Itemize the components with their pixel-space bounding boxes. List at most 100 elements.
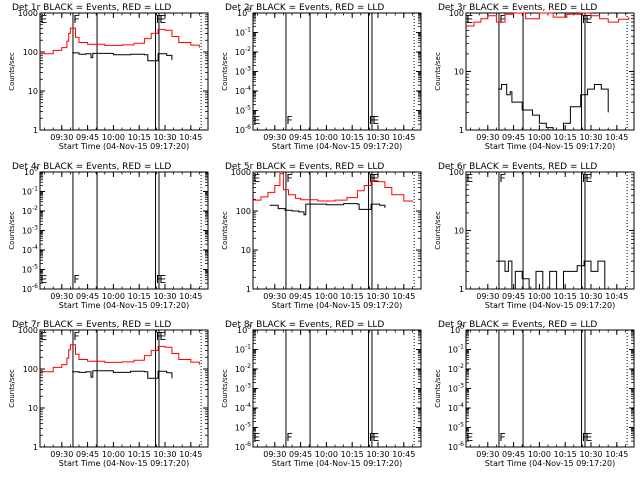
y-tick-label: 10-3 bbox=[235, 66, 251, 77]
interval-marker: E bbox=[372, 172, 379, 185]
interval-marker: E bbox=[585, 172, 592, 185]
y-tick-label: 10 bbox=[454, 227, 464, 236]
interval-marker: F bbox=[156, 273, 162, 286]
x-tick-label: 10:00 bbox=[315, 450, 338, 459]
x-tick-label: 10:30 bbox=[579, 133, 602, 142]
x-tick-label: 09:30 bbox=[476, 292, 499, 301]
x-tick-label: 10:00 bbox=[102, 292, 125, 301]
chart-panel: Det 6r BLACK = Events, RED = LLD 1 10 100 09… bbox=[434, 162, 635, 310]
interval-marker: F bbox=[286, 172, 292, 185]
y-axis-label: Counts/sec bbox=[221, 369, 229, 408]
y-tick-label: 10-1 bbox=[235, 27, 251, 38]
interval-marker: F bbox=[286, 431, 292, 444]
x-axis-label: Start Time (04-Nov-15 09:17:20) bbox=[59, 301, 189, 310]
x-tick-label: 09:45 bbox=[289, 450, 312, 459]
x-tick-label: 09:45 bbox=[502, 450, 525, 459]
y-tick-label: 100 bbox=[236, 207, 251, 216]
y-tick-label: 1000 bbox=[18, 326, 38, 335]
y-tick-label: 100 bbox=[24, 166, 38, 177]
chart-panel: Det 7r BLACK = Events, RED = LLD 1 10 100 10… bbox=[8, 320, 209, 468]
chart-title: Det 1r BLACK = Events, RED = LLD bbox=[12, 3, 171, 13]
y-tick-label: 10-6 bbox=[235, 441, 251, 452]
y-axis-label: Counts/sec bbox=[221, 52, 229, 91]
x-tick-label: 10:45 bbox=[605, 133, 628, 142]
y-tick-label: 100 bbox=[449, 9, 464, 18]
y-axis-label: Counts/sec bbox=[221, 211, 229, 250]
y-tick-label: 100 bbox=[23, 48, 38, 57]
y-tick-label: 10-1 bbox=[235, 344, 251, 355]
x-tick-label: 09:45 bbox=[502, 133, 525, 142]
y-tick-label: 10 bbox=[454, 68, 464, 77]
y-tick-label: 10-2 bbox=[235, 46, 251, 57]
y-axis-label: Counts/sec bbox=[434, 369, 442, 408]
interval-marker: E bbox=[253, 172, 260, 185]
y-tick-label: 10-2 bbox=[22, 205, 38, 216]
x-tick-label: 09:45 bbox=[76, 450, 99, 459]
y-tick-label: 1 bbox=[33, 126, 38, 135]
chart-panel: Det 2r BLACK = Events, RED = LLD 10-6 10-5… bbox=[221, 3, 422, 151]
x-tick-label: 09:30 bbox=[50, 450, 73, 459]
interval-marker: E bbox=[40, 330, 47, 343]
x-tick-label: 09:30 bbox=[50, 292, 73, 301]
y-tick-label: 10-5 bbox=[235, 422, 251, 433]
y-tick-label: 1 bbox=[459, 285, 464, 294]
x-tick-label: 09:45 bbox=[289, 133, 312, 142]
x-tick-label: 10:15 bbox=[341, 292, 364, 301]
x-tick-label: 09:30 bbox=[263, 292, 286, 301]
x-tick-label: 09:45 bbox=[289, 292, 312, 301]
interval-marker: E bbox=[585, 431, 592, 444]
events-series-line bbox=[72, 370, 173, 379]
chart-title: Det 4r BLACK = Events, RED = LLD bbox=[12, 162, 171, 172]
interval-marker: F bbox=[499, 172, 505, 185]
y-tick-label: 10-3 bbox=[448, 383, 464, 394]
chart-title: Det 9r BLACK = Events, RED = LLD bbox=[438, 320, 597, 330]
lld-series-line bbox=[465, 12, 630, 27]
y-tick-label: 100 bbox=[450, 324, 464, 335]
x-tick-label: 09:30 bbox=[263, 133, 286, 142]
events-series-line bbox=[498, 84, 609, 131]
x-tick-label: 09:30 bbox=[476, 133, 499, 142]
interval-marker: F bbox=[73, 273, 79, 286]
x-axis-label: Start Time (04-Nov-15 09:17:20) bbox=[272, 301, 402, 310]
x-tick-label: 10:45 bbox=[392, 450, 415, 459]
y-axis-label: Counts/sec bbox=[8, 52, 16, 91]
x-tick-label: 10:00 bbox=[102, 450, 125, 459]
y-tick-label: 10 bbox=[28, 404, 38, 413]
interval-marker: E bbox=[40, 13, 47, 26]
y-tick-label: 100 bbox=[237, 7, 251, 18]
interval-marker: F bbox=[582, 172, 588, 185]
y-tick-label: 10-5 bbox=[448, 422, 464, 433]
y-tick-label: 100 bbox=[449, 168, 464, 177]
x-axis-label: Start Time (04-Nov-15 09:17:20) bbox=[272, 459, 402, 468]
chart-title: Det 7r BLACK = Events, RED = LLD bbox=[12, 320, 171, 330]
x-tick-label: 09:30 bbox=[476, 450, 499, 459]
interval-marker: F bbox=[73, 13, 79, 26]
y-tick-label: 1 bbox=[33, 443, 38, 452]
x-tick-label: 09:45 bbox=[76, 133, 99, 142]
y-tick-label: 100 bbox=[23, 365, 38, 374]
interval-marker: E bbox=[40, 273, 47, 286]
interval-marker: F bbox=[73, 330, 79, 343]
x-tick-label: 10:30 bbox=[366, 133, 389, 142]
interval-marker: E bbox=[159, 330, 166, 343]
y-tick-label: 100 bbox=[237, 324, 251, 335]
events-series-line bbox=[496, 260, 606, 290]
x-tick-label: 10:45 bbox=[392, 292, 415, 301]
x-tick-label: 10:00 bbox=[102, 133, 125, 142]
x-tick-label: 10:15 bbox=[128, 450, 151, 459]
chart-title: Det 2r BLACK = Events, RED = LLD bbox=[225, 3, 384, 13]
y-tick-label: 10-2 bbox=[448, 363, 464, 374]
x-tick-label: 10:00 bbox=[528, 292, 551, 301]
x-axis-label: Start Time (04-Nov-15 09:17:20) bbox=[272, 142, 402, 151]
plot-frame bbox=[252, 12, 422, 131]
x-tick-label: 10:15 bbox=[341, 450, 364, 459]
y-axis-label: Counts/sec bbox=[8, 369, 16, 408]
plot-frame bbox=[465, 329, 635, 448]
chart-panel: Det 1r BLACK = Events, RED = LLD 1 10 100 10… bbox=[8, 3, 209, 151]
chart-panel: Det 4r BLACK = Events, RED = LLD 10-6 10-5… bbox=[8, 162, 209, 310]
plot-frame bbox=[252, 329, 422, 448]
interval-marker: F bbox=[499, 13, 505, 26]
chart-title: Det 8r BLACK = Events, RED = LLD bbox=[225, 320, 384, 330]
interval-marker: E bbox=[159, 273, 166, 286]
